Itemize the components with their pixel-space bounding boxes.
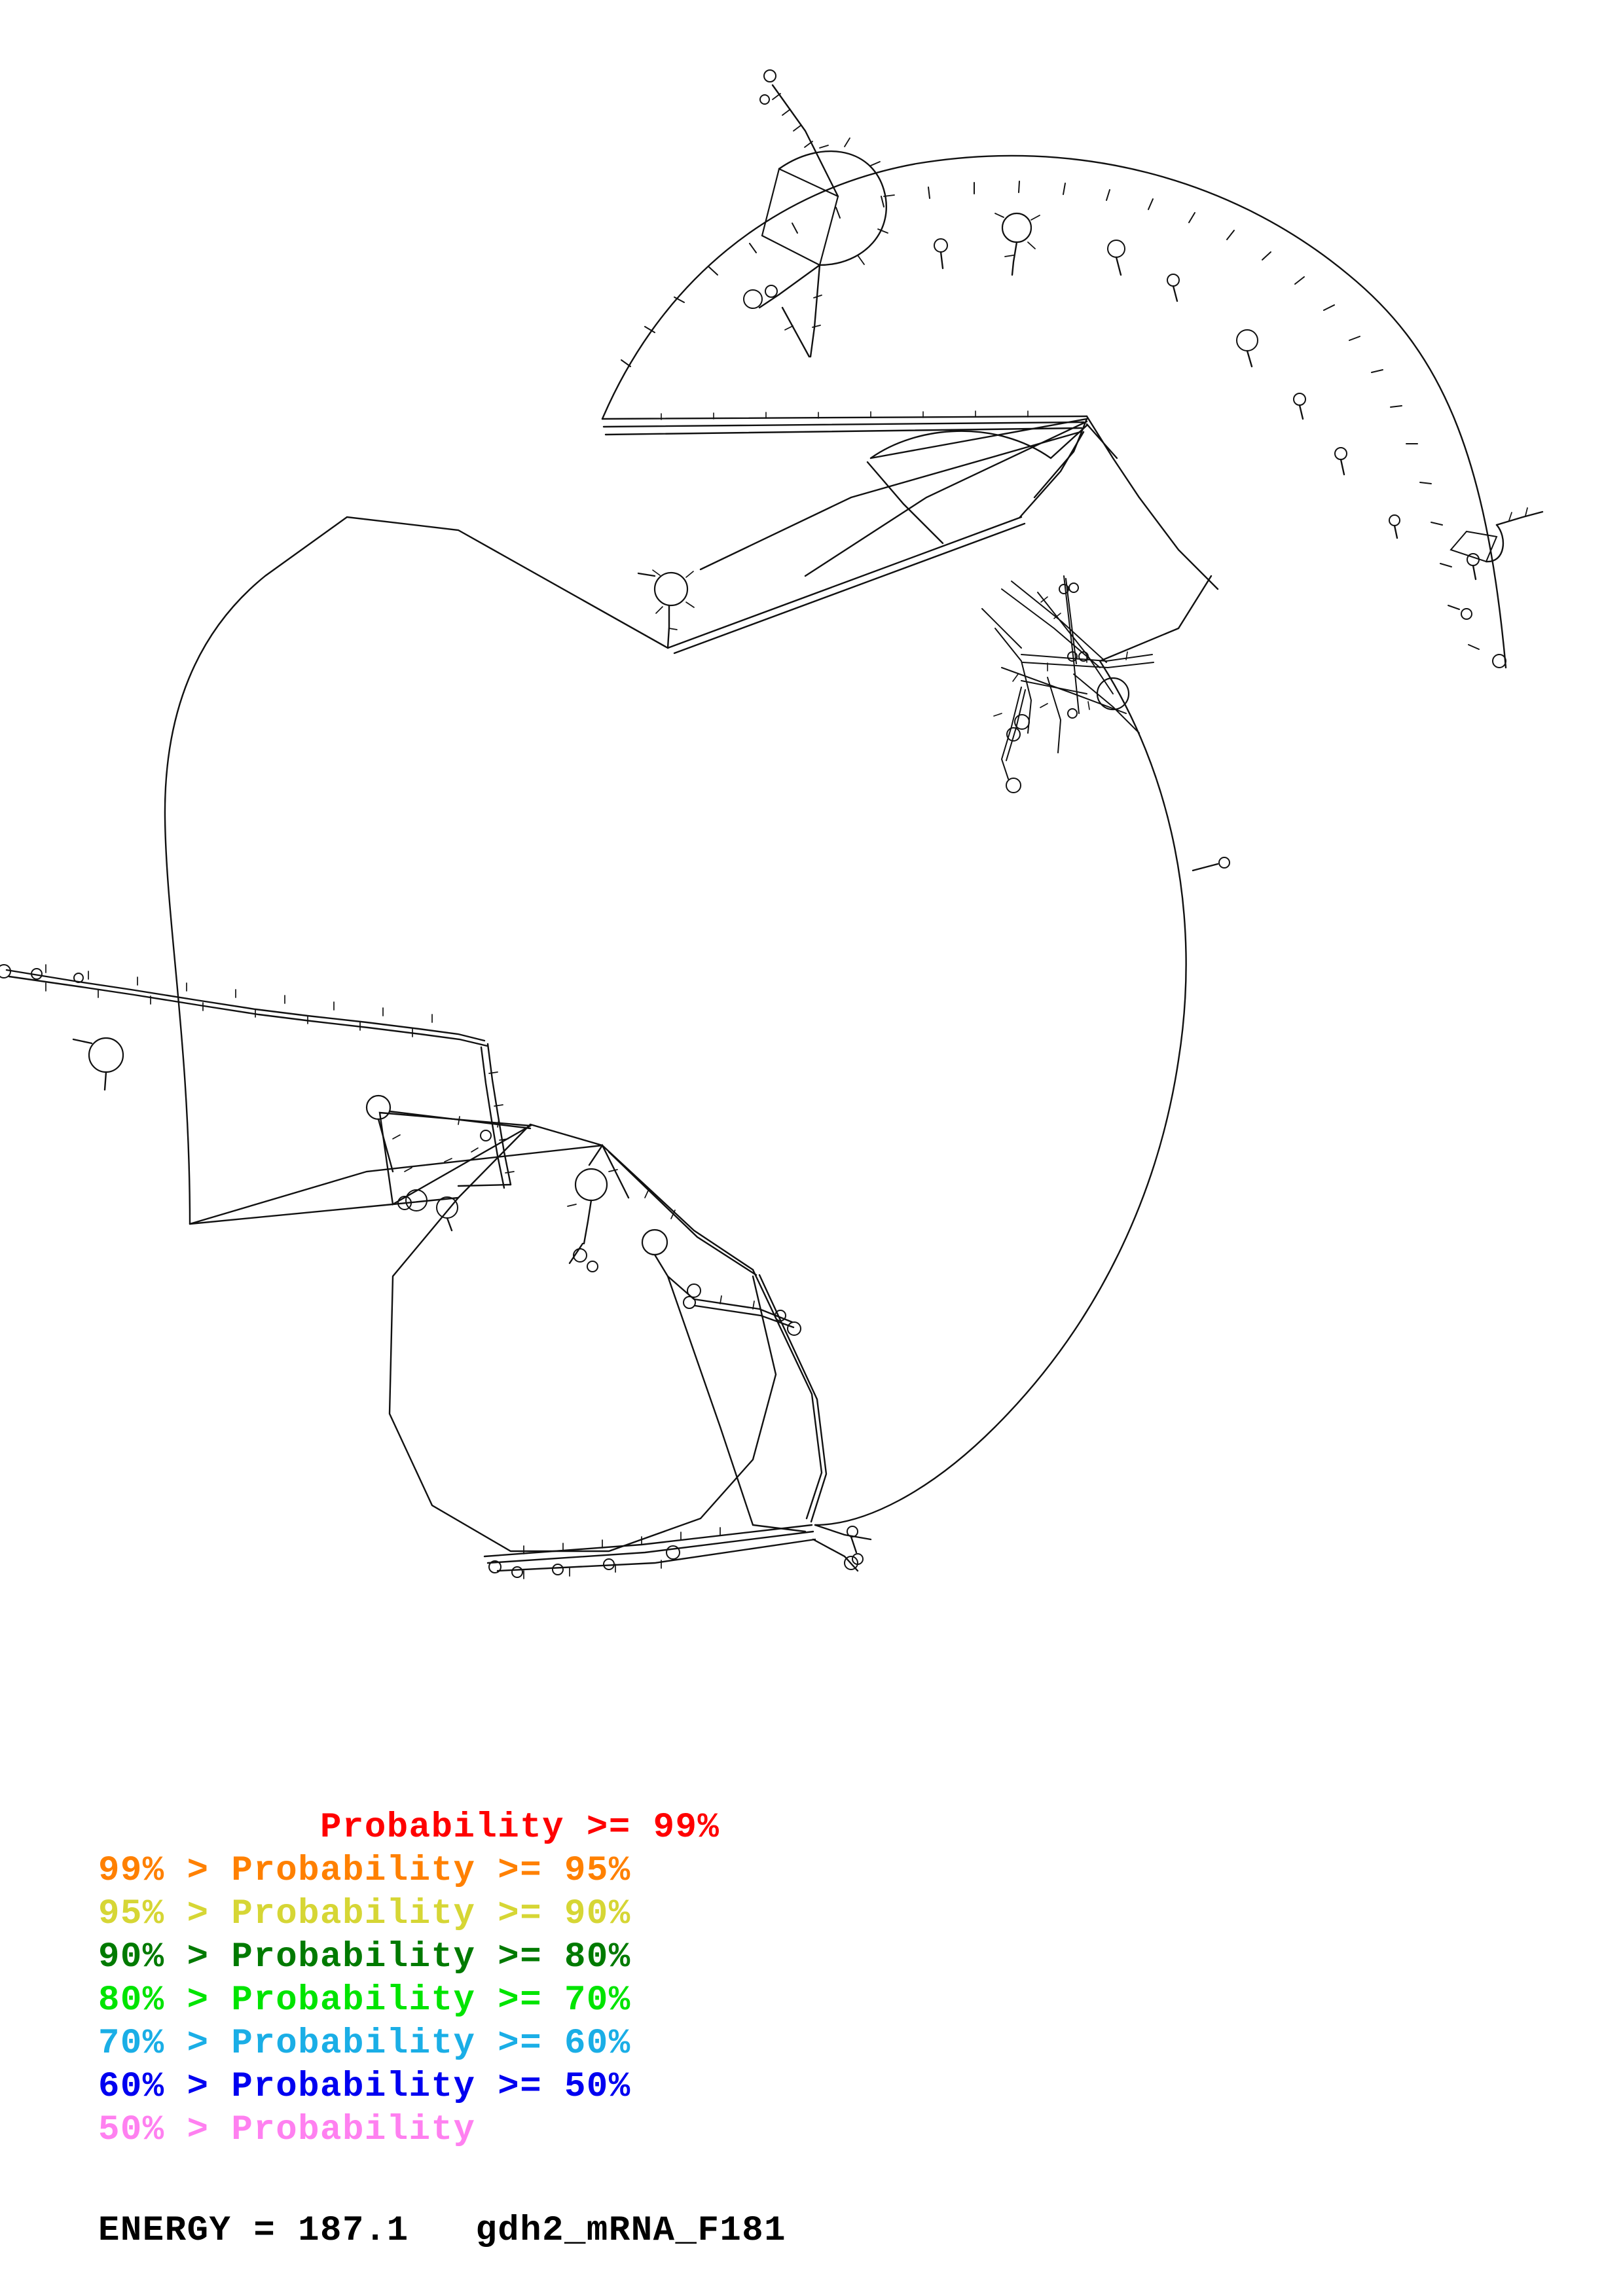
legend-row-70: 80% > Probability >= 70% — [98, 1981, 631, 2020]
legend-row-60: 70% > Probability >= 60% — [98, 2024, 631, 2064]
rna-structure-svg — [0, 0, 1623, 1734]
legend-row-95: 99% > Probability >= 95% — [98, 1851, 631, 1891]
legend-row-80: 90% > Probability >= 80% — [98, 1937, 631, 1977]
structure-backbone-group — [0, 69, 1544, 1579]
hairpin-loop-2 — [994, 212, 1040, 276]
legend-row-50: 60% > Probability >= 50% — [98, 2067, 631, 2107]
terminal-tail-left — [0, 964, 488, 1047]
small-stem-loops-upper — [934, 238, 1506, 668]
upper-arc-base-ticks — [621, 181, 1480, 650]
hairpin-loop-3 — [1450, 507, 1544, 563]
energy-and-sequence-label: ENERGY = 187.1 gdh2_mRNA_F181 — [98, 2211, 787, 2251]
bottom-duplex — [483, 1524, 859, 1579]
legend-row-99: Probability >= 99% — [98, 1808, 720, 1848]
rna-structure-canvas — [0, 0, 1623, 1734]
multiloop-junction — [699, 415, 1219, 662]
legend-row-below-50: 50% > Probability — [98, 2110, 476, 2150]
long-range-pair-lines — [189, 516, 1026, 1225]
left-helix-and-loop — [72, 1037, 515, 1189]
upper-arc-backbone — [601, 154, 1507, 669]
structure-background — [0, 0, 1623, 1734]
stem-loop-cluster-a — [743, 264, 822, 358]
legend-row-90: 95% > Probability >= 90% — [98, 1894, 631, 1934]
hairpin-loop-1 — [759, 69, 895, 266]
central-dense-junction — [981, 575, 1154, 793]
probability-colour-legend: Probability >= 99% 99% > Probability >= … — [0, 1806, 1623, 2152]
hairpin-loop-4 — [637, 569, 695, 649]
left-backbone-sweep — [164, 516, 669, 1225]
right-arc-small-loops — [1192, 857, 1230, 872]
right-lower-arc — [814, 660, 1187, 1526]
lower-branch-triangles — [365, 1094, 604, 1232]
long-duplex-stem — [601, 410, 1088, 436]
